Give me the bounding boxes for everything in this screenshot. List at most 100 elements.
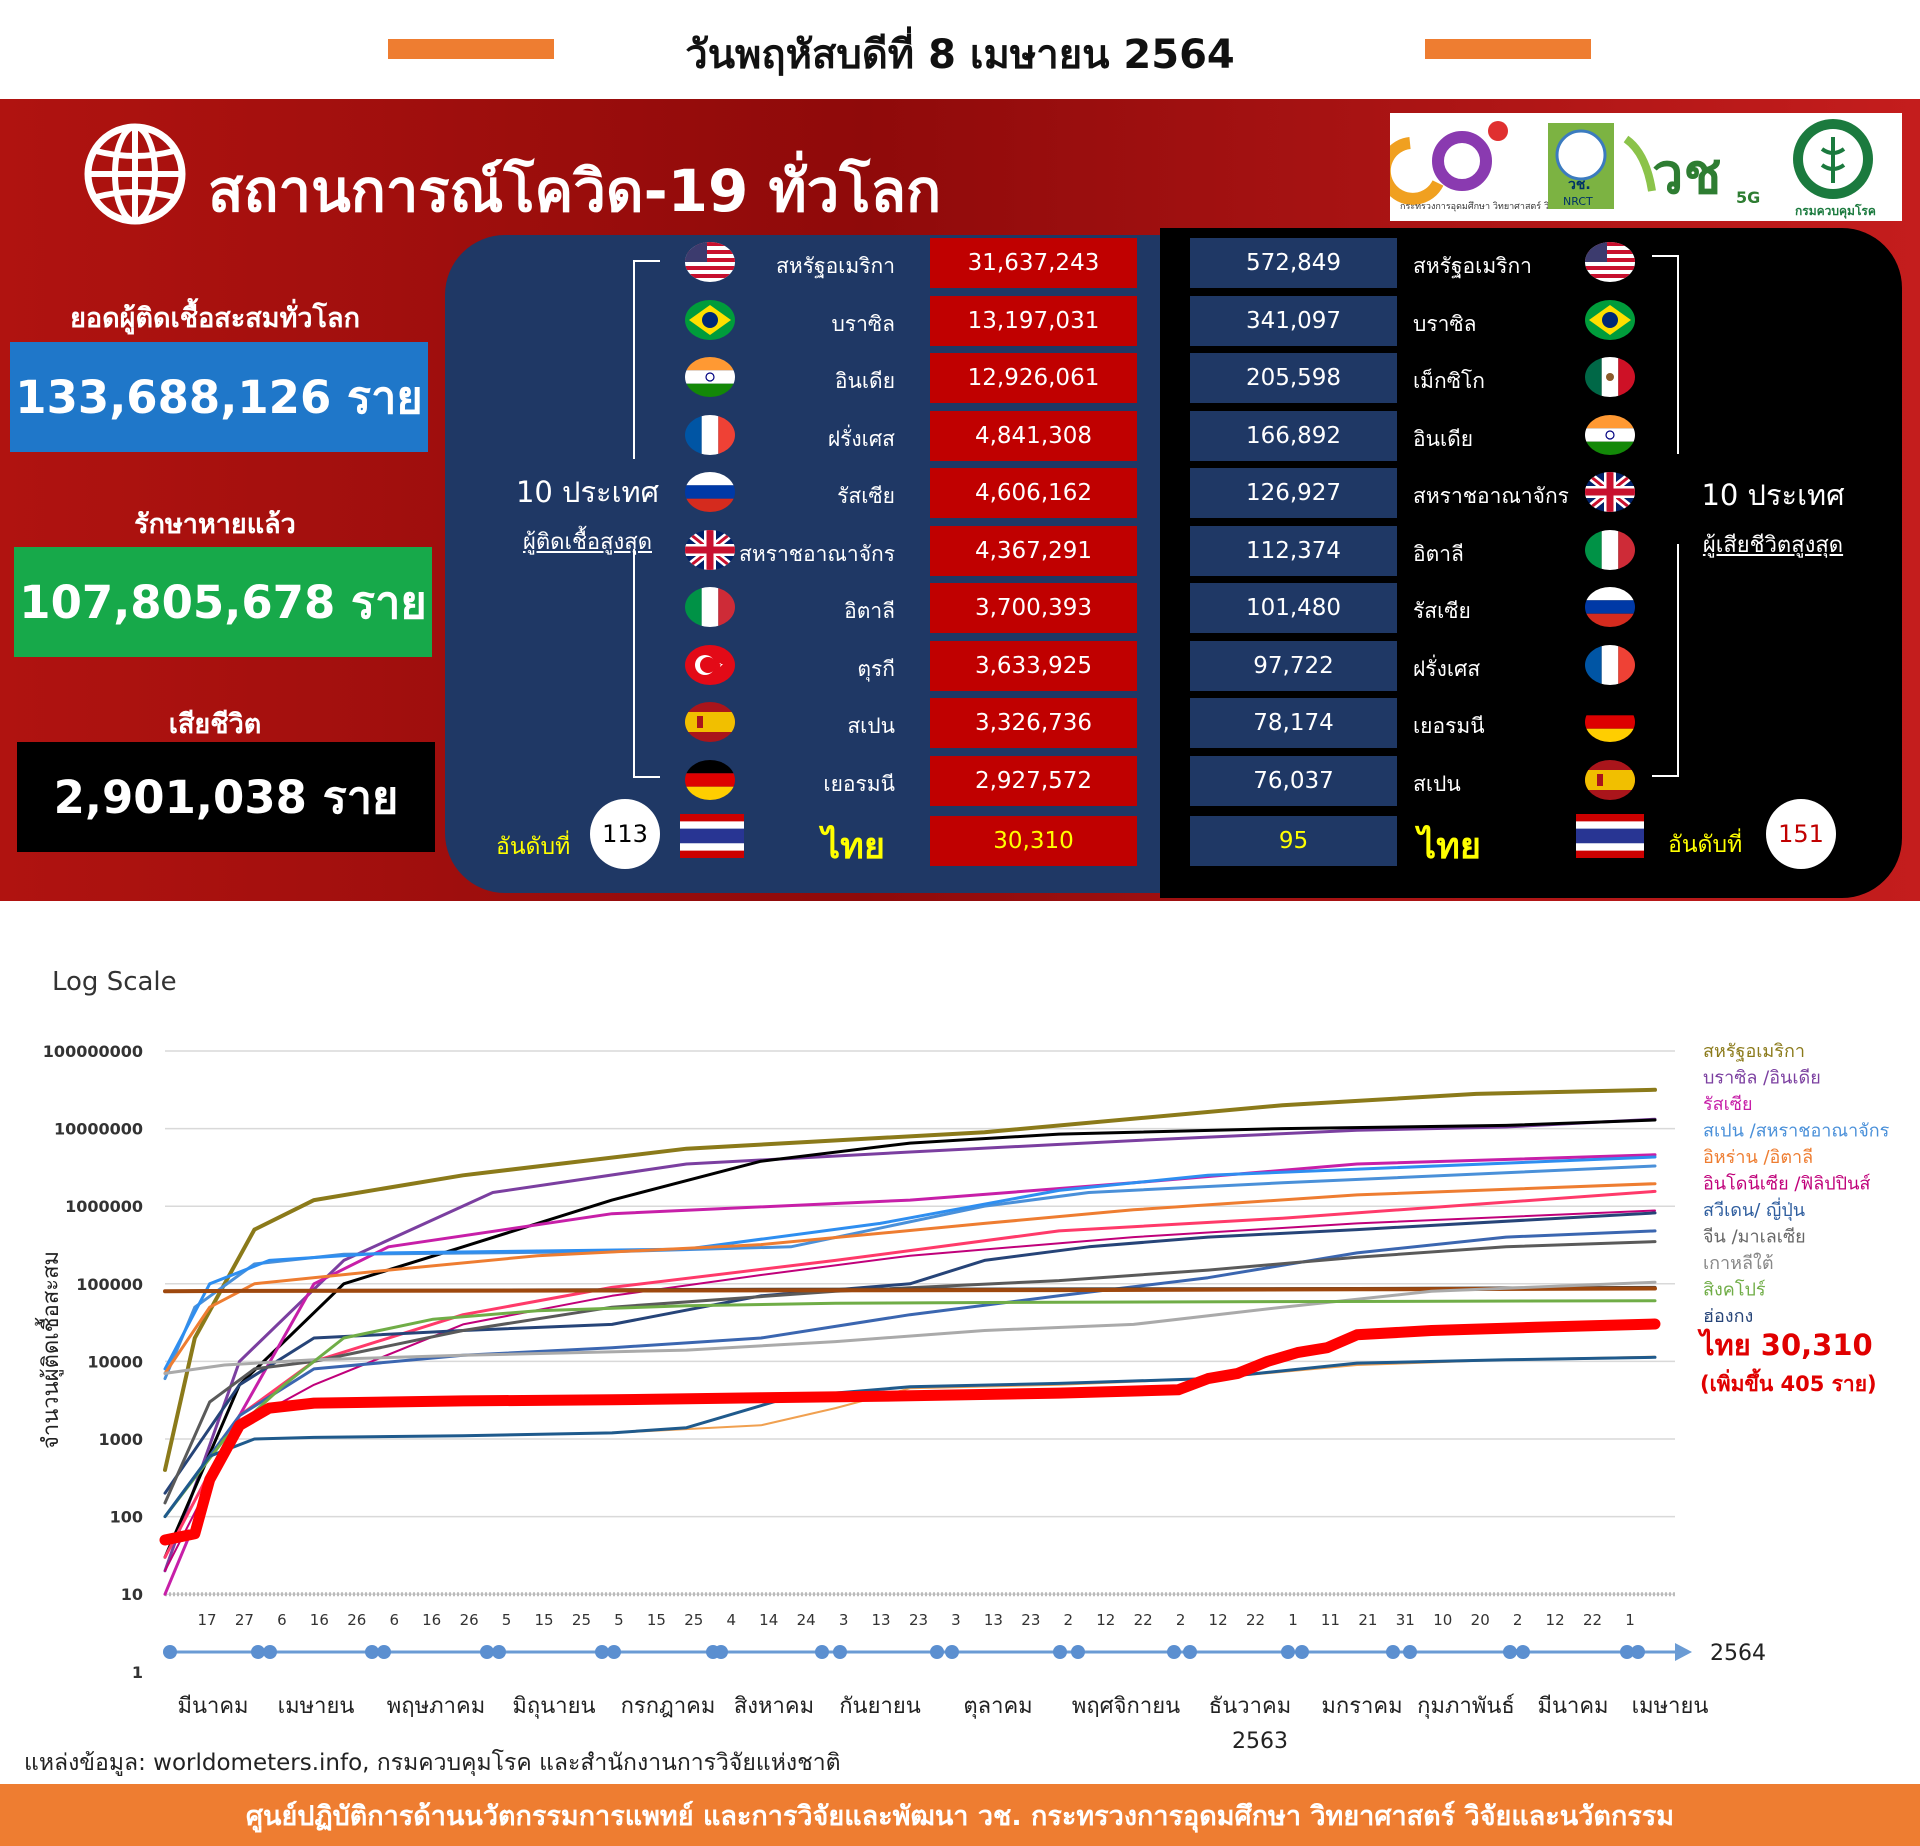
top-deaths-group-label: 10 ประเทศ xyxy=(1701,478,1845,512)
deaths-value: 126,927 xyxy=(1190,468,1397,518)
cases-value: 3,633,925 xyxy=(930,640,1137,691)
deaths-thailand-value: 95 xyxy=(1190,816,1397,866)
svg-text:NRCT: NRCT xyxy=(1563,195,1593,208)
series-line xyxy=(163,1355,1657,1519)
y-tick-label: 1000000 xyxy=(65,1197,143,1216)
series-line xyxy=(163,1153,1657,1596)
deaths-country-name: รัสเซีย xyxy=(1413,599,1471,623)
chart-ylabel: จำนวนผู้ติดเชื้อสะสม xyxy=(35,1251,64,1449)
x-day-tick-label: 14 xyxy=(759,1611,778,1629)
timeline-dot xyxy=(1295,1645,1309,1659)
x-day-tick-label: 16 xyxy=(422,1611,441,1629)
recovered-value: 107,805,678 ราย xyxy=(14,547,432,657)
series-line xyxy=(163,1189,1657,1559)
x-month-label: พฤศจิกายน xyxy=(1072,1694,1180,1719)
x-day-tick-label: 15 xyxy=(534,1611,553,1629)
y-tick-label: 10000 xyxy=(87,1352,143,1371)
timeline-dot xyxy=(815,1645,829,1659)
x-day-tick-label: 1 xyxy=(1288,1611,1298,1629)
global-cases-label: ยอดผู้ติดเชื้อสะสมทั่วโลก xyxy=(70,303,360,334)
x-day-tick-label: 2 xyxy=(1176,1611,1186,1629)
cases-rank-label: อันดับที่ xyxy=(496,834,571,860)
timeline-dot xyxy=(833,1645,847,1659)
x-month-label: มีนาคม xyxy=(1537,1694,1608,1719)
deaths-bracket xyxy=(1652,255,1679,777)
ddc-logo: กรมควบคุมโรค xyxy=(1793,119,1876,219)
timeline-dot xyxy=(595,1645,609,1659)
timeline-dot xyxy=(607,1645,621,1659)
top-header: วันพฤหัสบดีที่ 8 เมษายน 2564 xyxy=(0,0,1920,100)
y-tick-label: 1 xyxy=(132,1663,143,1682)
x-day-tick-label: 24 xyxy=(797,1611,816,1629)
x-year-end: 2564 xyxy=(1710,1641,1766,1666)
cases-value: 13,197,031 xyxy=(930,295,1137,346)
us-flag-icon xyxy=(685,242,735,282)
legend-entry: สิงคโปร์ xyxy=(1703,1279,1766,1301)
deaths-thailand-name: ไทย xyxy=(1418,826,1481,867)
x-day-tick-label: 12 xyxy=(1209,1611,1228,1629)
source-note: แหล่งข้อมูล: worldometers.info, กรมควบคุ… xyxy=(24,1750,841,1776)
brazil-flag-icon xyxy=(685,299,735,340)
chart-x-day-ticks: 17 27 6 16 26 6 16 26 5 15 25 5 15 25 4 14 24 3 13 23 3 13 23 2… xyxy=(197,1611,1634,1629)
top-deaths-group-sub: ผู้เสียชีวิตสูงสุด xyxy=(1702,533,1844,558)
y-tick-label: 100 xyxy=(110,1508,143,1527)
x-day-tick-label: 22 xyxy=(1134,1611,1153,1629)
deaths-country-name: ฝรั่งเศส xyxy=(1413,656,1481,681)
partner-logos: กระทรวงการอุดมศึกษา วิทยาศาสตร์ วิจัยและ… xyxy=(1378,113,1902,221)
india-flag-icon xyxy=(1585,414,1635,455)
deaths-country-name: อิตาลี xyxy=(1413,541,1464,566)
x-day-tick-label: 2 xyxy=(1064,1611,1074,1629)
cases-country-name: เยอรมนี xyxy=(823,771,895,796)
legend-entry: อินโดนีเซีย /ฟิลิปปินส์ xyxy=(1703,1173,1870,1195)
timeline-dot xyxy=(365,1645,379,1659)
france-flag-icon xyxy=(1585,644,1635,685)
x-day-tick-label: 2 xyxy=(1513,1611,1523,1629)
legend-entry: เกาหลีใต้ xyxy=(1703,1252,1774,1274)
spain-flag-icon xyxy=(1585,759,1635,800)
timeline-dot xyxy=(1183,1645,1197,1659)
world-covid-panel: สถานการณ์โควิด-19 ทั่วโลก กระทรวงการอุดม… xyxy=(0,99,1920,901)
x-month-label: สิงหาคม xyxy=(734,1694,814,1719)
france-flag-icon xyxy=(685,414,735,455)
deaths-value: 205,598 xyxy=(1190,353,1397,403)
cases-country-name: บราซิล xyxy=(831,311,895,336)
x-day-tick-label: 20 xyxy=(1471,1611,1490,1629)
cases-country-name: รัสเซีย xyxy=(837,484,895,508)
chart-y-ticks: 1 10 100 1000 10000 100000 1000000 10000000 1000… xyxy=(43,1042,143,1682)
timeline-dot xyxy=(251,1645,265,1659)
x-month-label: มกราคม xyxy=(1321,1694,1402,1719)
timeline-dot xyxy=(377,1645,391,1659)
x-day-tick-label: 5 xyxy=(614,1611,624,1629)
cases-value: 31,637,243 xyxy=(930,238,1137,288)
deaths-country-name: สหราชอาณาจักร xyxy=(1413,484,1569,508)
y-tick-label: 1000 xyxy=(98,1430,143,1449)
chart-x-months: มีนาคม เมษายน พฤษภาคม มิถุนายน กรกฎาคม สิงหาค… xyxy=(177,1694,1708,1754)
svg-text:วช: วช xyxy=(1652,142,1721,207)
legend-entry: รัสเซีย xyxy=(1703,1094,1753,1115)
cases-thailand-value: 30,310 xyxy=(930,816,1137,866)
india-flag-icon xyxy=(685,357,735,397)
timeline-dot xyxy=(1503,1645,1517,1659)
x-day-tick-label: 23 xyxy=(1021,1611,1040,1629)
x-day-tick-label: 25 xyxy=(684,1611,703,1629)
global-cases-value: 133,688,126 ราย xyxy=(10,342,428,452)
deaths-rank-label: อันดับที่ xyxy=(1668,832,1743,858)
spain-flag-icon xyxy=(685,702,735,742)
legend-entry: สวีเดน/ ญี่ปุ่น xyxy=(1703,1197,1805,1221)
x-day-tick-label: 16 xyxy=(310,1611,329,1629)
legend-entry: อิหร่าน /อิตาลี xyxy=(1703,1147,1813,1168)
series-line xyxy=(163,1182,1657,1375)
thailand-series-label: ไทย 30,310 xyxy=(1697,1328,1873,1362)
series-line xyxy=(163,1118,1657,1559)
thailand-flag-icon xyxy=(680,814,744,858)
series-line xyxy=(163,1240,1657,1505)
x-day-tick-label: 22 xyxy=(1246,1611,1265,1629)
nrct-logo: วช. NRCT xyxy=(1548,123,1614,209)
x-day-tick-label: 12 xyxy=(1546,1611,1565,1629)
svg-text:5G: 5G xyxy=(1736,188,1760,207)
series-line xyxy=(163,1286,1657,1294)
deaths-value: 97,722 xyxy=(1190,640,1397,691)
y-tick-label: 10000000 xyxy=(54,1120,143,1139)
deaths-country-name: บราซิล xyxy=(1413,311,1477,336)
germany-flag-icon xyxy=(685,759,735,800)
